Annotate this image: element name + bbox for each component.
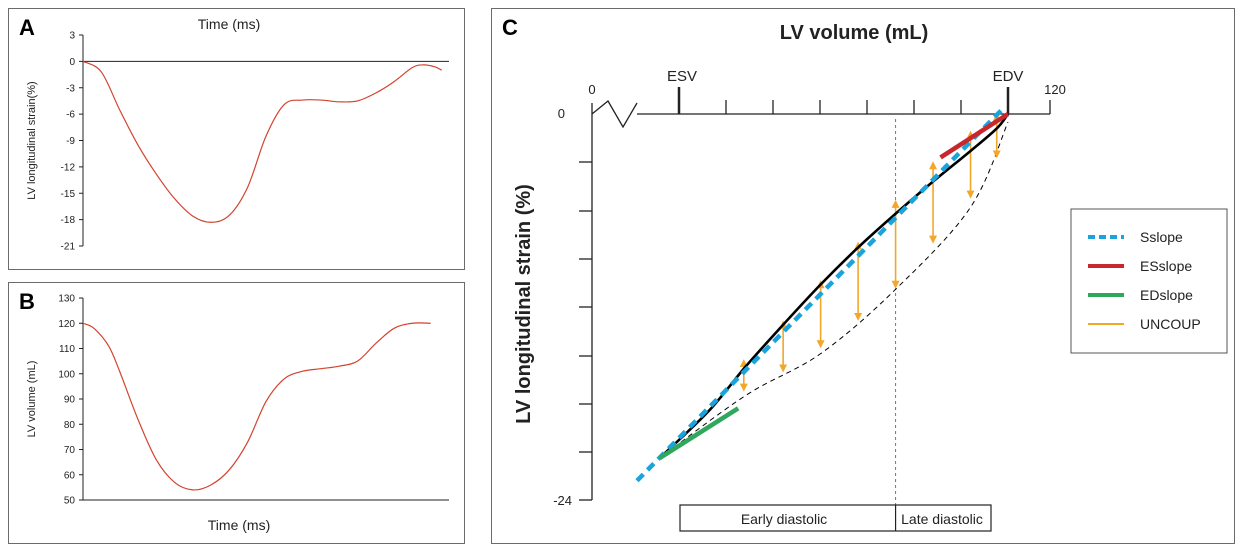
legend: Sslope ESslope EDslope UNCOUP [1070,208,1228,354]
x-axis-label: Time (ms) [198,16,260,32]
y-tick-label: -21 [61,242,76,253]
legend-label-edslope: EDslope [1140,287,1193,303]
x-tick-label-zero: 0 [588,82,595,97]
y-tick-label: 60 [64,470,76,481]
x-axis-label: Time (ms) [208,517,270,533]
y-tick-label: -3 [66,83,75,94]
y-axis-label: LV longitudinal strain (%) [513,184,535,424]
panel-c-label: C [502,15,518,40]
series-line [82,60,442,223]
strain-time-chart: 3 0 -3 -6 -9 -12 -15 -18 -21 LV longitudinal stra… [26,16,449,253]
volume-time-chart: 130 120 110 100 90 80 70 60 50 LV volume (mL) Time… [26,294,449,533]
y-tick-label: -18 [61,215,76,226]
y-tick-label: 70 [64,445,76,456]
y-tick-label: 80 [64,420,76,431]
legend-label-esslope: ESslope [1140,258,1192,274]
y-tick-label: 120 [58,319,75,330]
panel-b: B 130 120 110 100 90 80 70 60 50 LV volume (mL) Ti… [8,282,465,544]
y-tick-label: -6 [66,110,75,121]
y-tick-label: 90 [64,395,76,406]
phase-box [679,504,992,532]
strain-volume-loop-chart: LV volume (mL) 0 ESV EDV 120 0 -24 LV longitudi… [513,22,1228,532]
y-tick-label: -12 [61,162,76,173]
x-axis [591,100,1050,129]
panel-b-label: B [19,289,35,314]
x-tick-label-esv: ESV [667,68,697,85]
edslope-line [658,406,740,461]
y-axis-label: LV volume (mL) [26,361,38,438]
y-tick-label-min: -24 [553,493,572,508]
y-tick-label: 50 [64,496,76,507]
y-tick-label: 130 [58,294,75,305]
phase-label-early: Early diastolic [741,511,827,527]
y-tick-label: -15 [61,189,76,200]
y-tick-label: -9 [66,136,75,147]
chart-title: LV volume (mL) [780,22,929,44]
y-tick-label: 0 [69,57,75,68]
sslope-line [635,107,1004,483]
esslope-line [939,112,1010,160]
x-tick-label-max: 120 [1044,82,1066,97]
y-tick-label-zero: 0 [558,106,565,121]
panel-a-label: A [19,15,35,40]
y-tick-label: 3 [69,31,75,42]
y-axis-label: LV longitudinal strain(%) [26,81,38,199]
y-tick-label: 100 [58,369,75,380]
panel-a: A 3 0 -3 -6 -9 -12 -15 -18 -21 LV longitudinal st… [8,8,465,270]
phase-label-late: Late diastolic [901,511,983,527]
series-line [82,322,431,491]
y-tick-label: 110 [59,344,75,355]
x-tick-label-edv: EDV [993,68,1024,85]
panel-c: C LV volume (mL) 0 ESV EDV 120 0 -24 LV longitu… [491,8,1235,544]
legend-box [1070,208,1228,354]
legend-label-uncoup: UNCOUP [1140,316,1201,332]
legend-label-sslope: Sslope [1140,229,1183,245]
filling-curve-lower [659,121,1009,459]
